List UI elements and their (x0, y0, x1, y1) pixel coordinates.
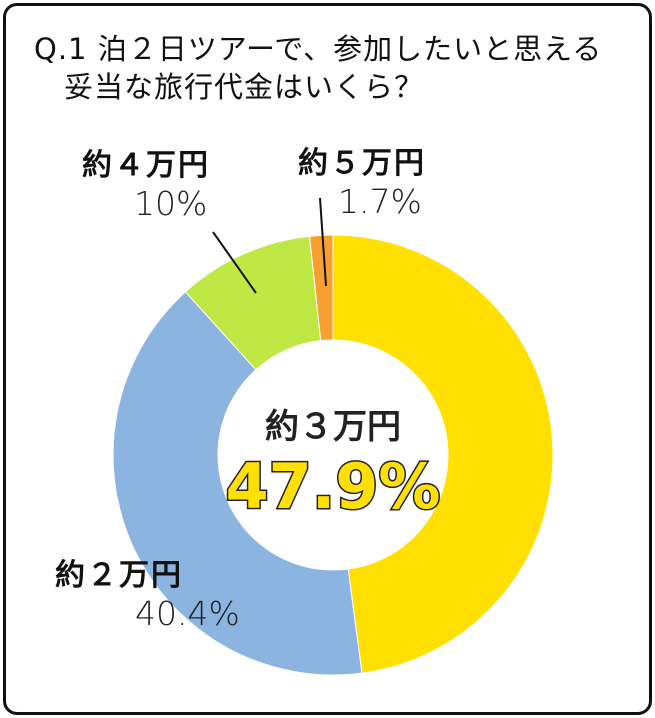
title-line-1: Q.1 泊２日ツアーで、参加したいと思える (34, 32, 603, 66)
leader-line-4man (212, 231, 257, 294)
leader-line-5man (319, 197, 327, 287)
chart-frame (3, 3, 652, 715)
center-label: 約３万円 (265, 407, 401, 447)
label-2man: 約２万円 40.4% (55, 550, 240, 633)
slice-1 (112, 291, 363, 676)
slice-percent: 40.4% (135, 594, 240, 633)
label-5man: 約５万円 1.7% (298, 138, 426, 221)
chart-title: Q.1 泊２日ツアーで、参加したいと思える 妥当な旅行代金はいくら？ (34, 30, 602, 106)
title-line-2: 妥当な旅行代金はいくら？ (64, 70, 425, 104)
slice-3 (308, 234, 334, 342)
label-4man: 約４万円 10% (82, 140, 210, 223)
slice-0 (332, 234, 554, 674)
slice-percent: 10% (134, 184, 208, 223)
slice-label: 約５万円 (298, 146, 426, 181)
center-percent: 47.9% (225, 450, 440, 523)
slice-label: 約４万円 (82, 148, 210, 183)
slice-label: 約２万円 (55, 558, 183, 593)
slice-percent: 1.7% (338, 182, 422, 221)
